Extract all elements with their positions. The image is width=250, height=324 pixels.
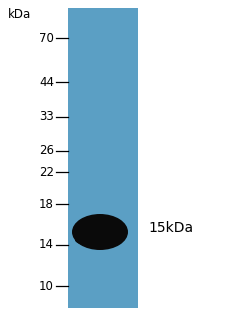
Text: kDa: kDa (8, 7, 31, 20)
Text: 10: 10 (39, 280, 54, 293)
Text: 14: 14 (39, 238, 54, 251)
Ellipse shape (75, 234, 116, 246)
Text: 33: 33 (39, 110, 54, 123)
Ellipse shape (72, 214, 128, 250)
Text: 15kDa: 15kDa (148, 221, 192, 235)
Text: 44: 44 (39, 75, 54, 88)
Text: 22: 22 (39, 166, 54, 179)
Bar (68, 8, 138, 308)
Text: 26: 26 (39, 145, 54, 157)
Text: 70: 70 (39, 31, 54, 44)
Text: 18: 18 (39, 198, 54, 211)
